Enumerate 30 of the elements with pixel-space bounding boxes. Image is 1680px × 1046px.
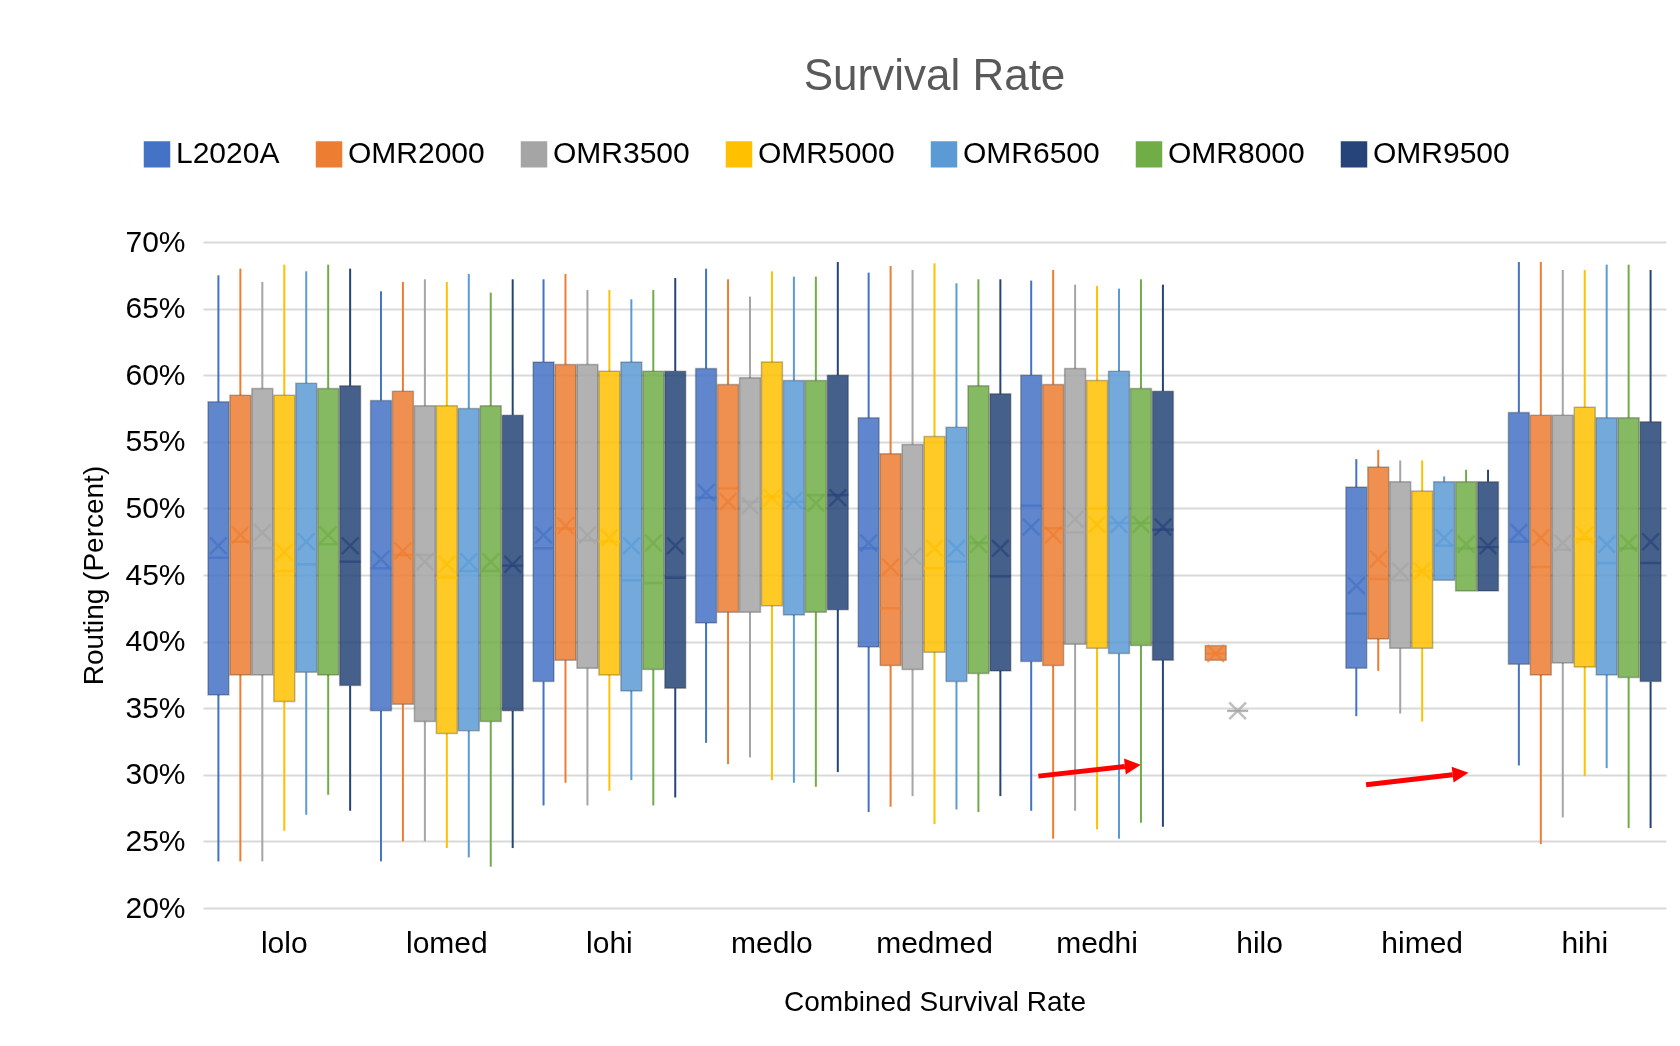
y-tick-label: 40% xyxy=(125,624,186,658)
y-tick-label: 65% xyxy=(125,291,186,325)
x-tick-label: hihi xyxy=(1561,925,1609,959)
chart-title: Survival Rate xyxy=(803,50,1066,99)
y-tick-label: 30% xyxy=(125,757,186,791)
y-tick-label: 50% xyxy=(125,490,186,524)
y-tick-label: 70% xyxy=(125,224,186,258)
x-tick-label: hilo xyxy=(1236,925,1283,959)
legend-label: OMR5000 xyxy=(758,136,895,170)
x-axis-title: Combined Survival Rate xyxy=(784,985,1086,1017)
x-tick-label: himed xyxy=(1381,925,1464,959)
legend-label: OMR2000 xyxy=(348,136,485,170)
x-tick-label: medlo xyxy=(731,925,813,959)
y-axis-title: Routing (Percent) xyxy=(78,465,110,686)
legend-label: OMR9500 xyxy=(1373,136,1510,170)
x-tick-label: lohi xyxy=(586,925,633,959)
y-tick-label: 55% xyxy=(125,424,186,458)
x-tick-label: medmed xyxy=(876,925,993,959)
x-tick-label: lolo xyxy=(260,925,308,959)
legend-label: OMR6500 xyxy=(963,136,1100,170)
x-tick-label: lomed xyxy=(405,925,488,959)
legend-label: L2020A xyxy=(176,136,280,170)
legend-label: OMR3500 xyxy=(553,136,690,170)
legend-label: OMR8000 xyxy=(1168,136,1305,170)
y-tick-label: 20% xyxy=(125,890,186,924)
y-tick-label: 45% xyxy=(125,557,186,591)
y-tick-label: 60% xyxy=(125,357,186,391)
x-tick-label: medhi xyxy=(1056,925,1138,959)
y-tick-label: 35% xyxy=(125,690,186,724)
y-tick-label: 25% xyxy=(125,823,186,857)
